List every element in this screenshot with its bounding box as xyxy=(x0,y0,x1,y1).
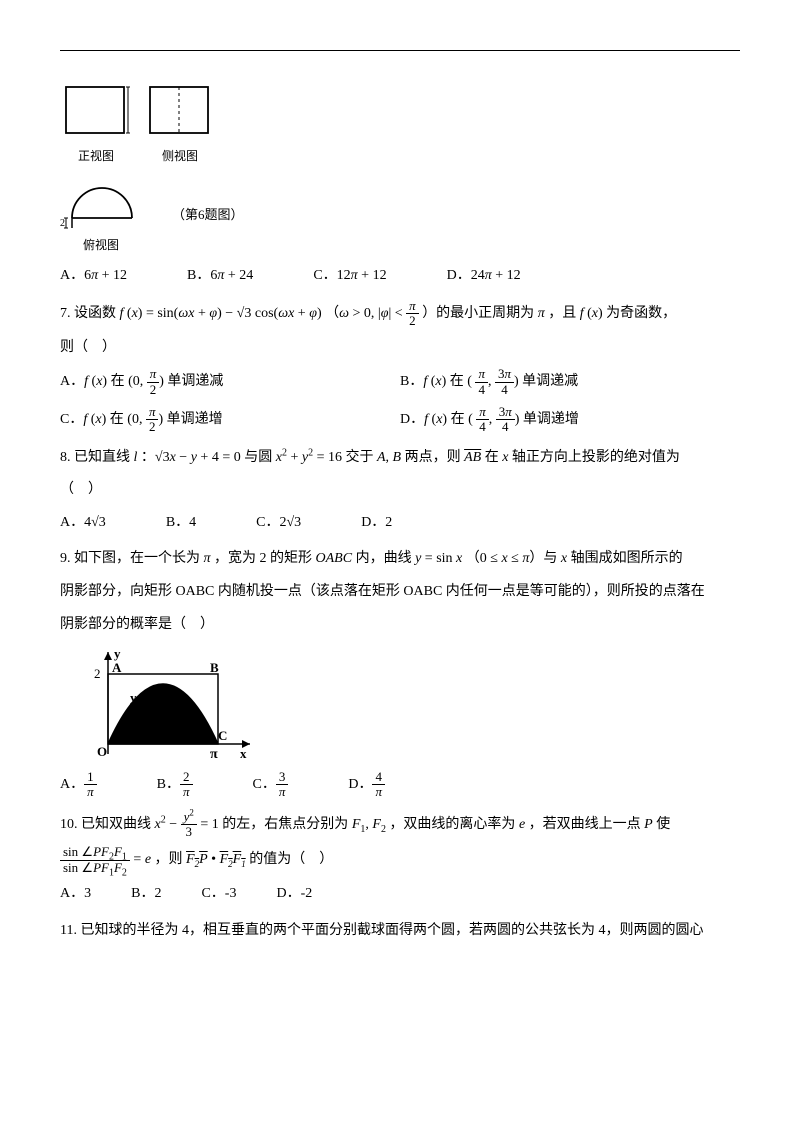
q8-stem-2: （ ） xyxy=(60,477,740,504)
q8-choices: A．4√3 B．4 C．2√3 D．2 xyxy=(60,510,740,537)
svg-text:y: y xyxy=(114,646,121,661)
q6-choice-a: A．6π + 12 xyxy=(60,263,127,290)
q9-line2: 阴影部分，向矩形 OABC 内随机投一点（该点落在矩形 OABC 内任何一点是等… xyxy=(60,579,740,606)
q8-choice-d: D．2 xyxy=(361,510,392,537)
q9-choices: A．1π B．2π C．3π D．4π xyxy=(60,770,740,800)
q8-choice-b: B．4 xyxy=(166,510,196,537)
front-view: 正视图 xyxy=(60,81,132,168)
q7-choice-a: A．f (x) 在 (0, π2) 单调递减 xyxy=(60,367,400,397)
svg-text:y=sinx: y=sinx xyxy=(130,690,167,705)
q10-choice-a: A．3 xyxy=(60,881,91,908)
q6-choices: A．6π + 12 B．6π + 24 C．12π + 12 D．24π + 1… xyxy=(60,263,740,290)
svg-text:2: 2 xyxy=(60,218,65,229)
q7-stem: 7. 设函数 f (x) = sin(ωx + φ) − √3 cos(ωx +… xyxy=(60,299,740,329)
q8-stem: 8. 已知直线 l ：√3x − y + 4 = 0 与圆 x2 + y2 = … xyxy=(60,445,740,472)
svg-text:C: C xyxy=(218,728,227,743)
q7-stem-2: 则（ ） xyxy=(60,335,740,362)
q10-choices: A．3 B．2 C．-3 D．-2 xyxy=(60,881,740,908)
q10-choice-d: D．-2 xyxy=(276,881,312,908)
page-top-rule xyxy=(60,50,740,51)
svg-text:2: 2 xyxy=(94,666,101,681)
q8-choice-a: A．4√3 xyxy=(60,510,106,537)
q6-caption: （第6题图） xyxy=(172,203,244,228)
q9-line1: 9. 如下图，在一个长为 π ，宽为 2 的矩形 OABC 内，曲线 y = s… xyxy=(60,546,740,573)
q11-line1: 11. 已知球的半径为 4，相互垂直的两个平面分别截球面得两个圆，若两圆的公共弦… xyxy=(60,918,740,945)
top-view: 2 俯视图 xyxy=(60,174,142,257)
q7-choice-c: C．f (x) 在 (0, π2) 单调递增 xyxy=(60,405,400,435)
svg-text:A: A xyxy=(112,660,122,675)
q8-choice-c: C．2√3 xyxy=(256,510,301,537)
q7-choice-d: D．f (x) 在 ( π4, 3π4) 单调递增 xyxy=(400,405,740,435)
top-view-label: 俯视图 xyxy=(83,234,119,257)
front-view-label: 正视图 xyxy=(78,145,114,168)
svg-text:B: B xyxy=(210,660,219,675)
side-view-svg xyxy=(144,81,216,143)
q9-choice-c: C．3π xyxy=(253,770,289,800)
q10-line2: sin ∠PF2F1 sin ∠PF1F2 = e ，则 F2P • F2F1 … xyxy=(60,845,740,875)
svg-text:π: π xyxy=(210,747,218,762)
front-view-svg xyxy=(60,81,132,143)
q6-choice-c: C．12π + 12 xyxy=(313,263,386,290)
q6-choice-d: D．24π + 12 xyxy=(447,263,521,290)
q9-choice-d: D．4π xyxy=(348,770,385,800)
q7-choice-b: B．f (x) 在 ( π4, 3π4) 单调递减 xyxy=(400,367,740,397)
q9-graph: 2 A B C O π x y y=sinx xyxy=(80,644,740,764)
q9-choice-b: B．2π xyxy=(157,770,193,800)
q10-choice-b: B．2 xyxy=(131,881,161,908)
q9-choice-a: A．1π xyxy=(60,770,97,800)
side-view: 侧视图 xyxy=(144,81,216,168)
q10-choice-c: C．-3 xyxy=(201,881,236,908)
q10-line1: 10. 已知双曲线 x2 − y23 = 1 的左，右焦点分别为 F1, F2 … xyxy=(60,810,740,840)
svg-text:x: x xyxy=(240,746,247,761)
svg-text:O: O xyxy=(97,744,107,759)
q6-choice-b: B．6π + 24 xyxy=(187,263,253,290)
side-view-label: 侧视图 xyxy=(162,145,198,168)
q6-figure-group: 正视图 侧视图 2 俯视图 （第6题图） xyxy=(60,81,740,257)
q9-line3: 阴影部分的概率是（ ） xyxy=(60,612,740,639)
top-view-svg: 2 xyxy=(60,174,142,232)
q7-choices: A．f (x) 在 (0, π2) 单调递减 B．f (x) 在 ( π4, 3… xyxy=(60,367,740,434)
